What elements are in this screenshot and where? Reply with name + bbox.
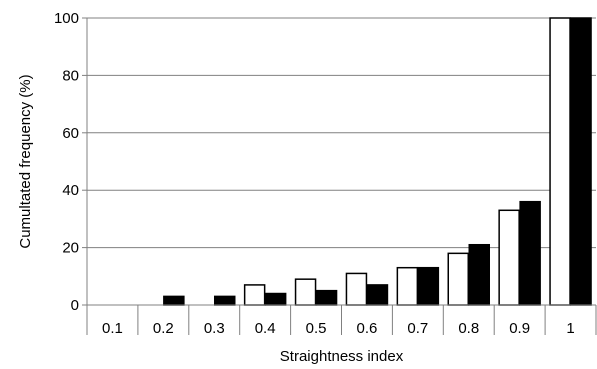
x-tick-label: 0.8 <box>458 320 479 337</box>
bar-series-1 <box>294 278 317 306</box>
bar-series-1 <box>345 272 368 306</box>
bar-series-2 <box>163 295 185 306</box>
bar-series-2 <box>315 289 338 306</box>
y-tick-label: 100 <box>54 10 79 27</box>
x-tick-label: 0.2 <box>153 320 174 337</box>
y-tick-label: 40 <box>62 182 79 199</box>
x-tick-label: 0.3 <box>204 320 225 337</box>
y-tick-label: 60 <box>62 125 79 142</box>
bar-series-1 <box>549 17 571 306</box>
bar-series-1 <box>243 284 266 306</box>
bar-series-1 <box>396 266 419 306</box>
x-tick-label: 0.7 <box>407 320 428 337</box>
bar-series-2 <box>366 284 389 306</box>
bar-series-1 <box>447 252 469 306</box>
bar-series-1 <box>498 209 520 306</box>
x-axis-title: Straightness index <box>280 348 404 365</box>
bar-series-2 <box>417 266 440 306</box>
x-tick-label: 0.1 <box>102 320 123 337</box>
y-tick-labels: 0 20 40 60 80 100 <box>54 10 87 314</box>
x-tick-label: 0.4 <box>255 320 276 337</box>
bars <box>163 17 592 306</box>
y-axis-title: Cumultated frequency (%) <box>17 74 34 248</box>
x-tick-label: 1 <box>566 320 574 337</box>
y-tick-label: 0 <box>71 297 79 314</box>
y-tick-label: 80 <box>62 67 79 84</box>
bar-series-2 <box>468 243 490 306</box>
x-tick-labels: 0.1 0.2 0.3 0.4 0.5 0.6 0.7 0.8 0.9 1 <box>86 305 597 337</box>
bar-series-2 <box>264 292 287 306</box>
y-tick-label: 20 <box>62 240 79 257</box>
bar-series-2 <box>214 295 236 306</box>
x-tick-label: 0.5 <box>306 320 327 337</box>
bar-series-2 <box>519 200 541 306</box>
bar-series-2 <box>570 17 592 306</box>
x-tick-label: 0.9 <box>509 320 530 337</box>
x-tick-label: 0.6 <box>357 320 378 337</box>
